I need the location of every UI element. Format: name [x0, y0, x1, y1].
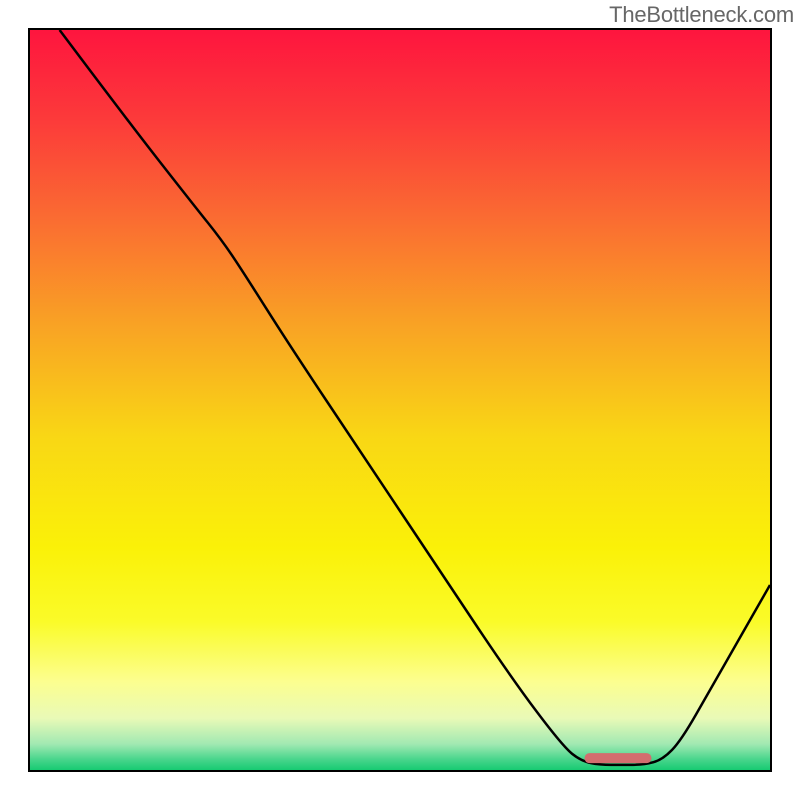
optimum-marker: [585, 753, 652, 763]
bottleneck-curve: [30, 30, 770, 770]
attribution-text: TheBottleneck.com: [609, 2, 794, 28]
plot-area: [28, 28, 772, 772]
